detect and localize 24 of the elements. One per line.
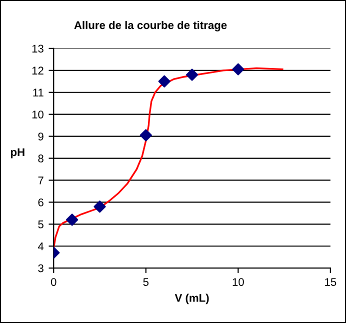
x-tick-label: 15 bbox=[325, 278, 336, 286]
y-tick-label: 13 bbox=[32, 44, 44, 53]
y-tick-label: 4 bbox=[38, 242, 44, 250]
y-tick-label: 6 bbox=[38, 198, 44, 206]
point bbox=[232, 63, 244, 76]
y-tick-label: 7 bbox=[38, 176, 44, 184]
y-tick-label: 9 bbox=[38, 132, 44, 140]
point bbox=[158, 75, 170, 88]
x-tick-label: 0 bbox=[50, 278, 56, 286]
point bbox=[186, 68, 198, 81]
y-axis-title: pH bbox=[10, 148, 24, 158]
point bbox=[140, 129, 152, 142]
y-tick-label: 12 bbox=[32, 66, 44, 74]
y-tick-label: 8 bbox=[38, 154, 44, 162]
x-tick-label: 5 bbox=[143, 278, 149, 286]
y-tick-label: 3 bbox=[38, 264, 44, 272]
point bbox=[94, 200, 106, 213]
x-tick-label: 10 bbox=[232, 278, 244, 286]
y-tick-label: 11 bbox=[33, 88, 44, 96]
chart-title: Allure de la courbe de titrage bbox=[74, 20, 227, 32]
point bbox=[66, 214, 78, 226]
y-tick-label: 10 bbox=[32, 110, 44, 118]
x-axis-title: V (mL) bbox=[174, 294, 209, 304]
y-tick-label: 5 bbox=[38, 220, 44, 228]
